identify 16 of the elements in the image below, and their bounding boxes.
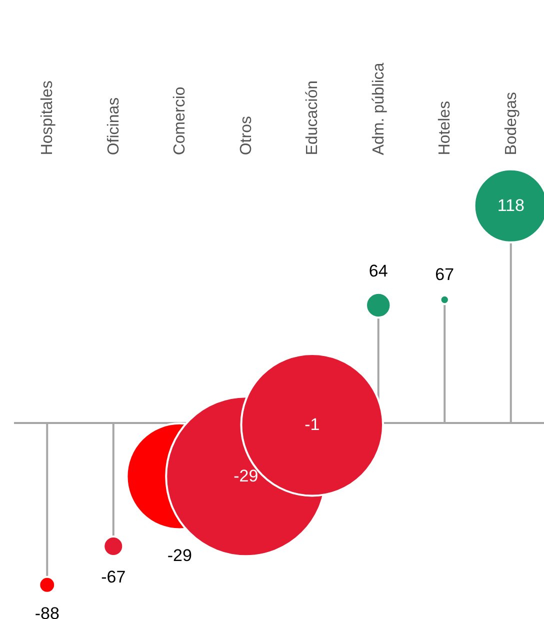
x-tick-label: Bodegas xyxy=(502,92,520,156)
x-tick-label: Hoteles xyxy=(436,100,454,156)
x-tick-label: Otros xyxy=(238,116,255,156)
data-label: 64 xyxy=(368,261,388,280)
x-tick-label: Oficinas xyxy=(105,97,122,156)
data-label: -88 xyxy=(34,604,60,619)
x-tick-label: Hospitales xyxy=(39,80,56,156)
x-tick-label: Educación xyxy=(304,80,322,156)
data-label: -1 xyxy=(304,414,320,434)
data-label: 67 xyxy=(435,264,454,284)
x-tick-label: Comercio xyxy=(172,86,189,156)
data-label: -29 xyxy=(234,466,258,486)
data-label: 118 xyxy=(497,196,524,215)
data-label: -29 xyxy=(167,546,192,566)
x-tick-label: Adm. pública xyxy=(370,62,388,156)
data-label: -67 xyxy=(101,567,126,586)
